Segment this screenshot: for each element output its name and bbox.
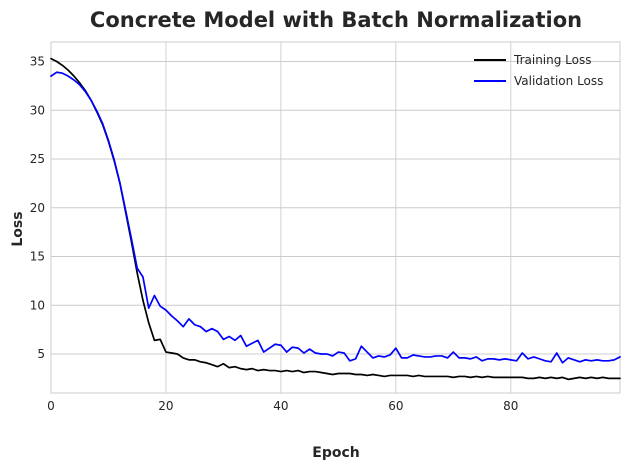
y-tick-label: 15: [30, 250, 45, 264]
y-tick-label: 30: [30, 103, 45, 117]
y-tick-label: 10: [30, 298, 45, 312]
x-tick-label: 20: [158, 399, 173, 413]
x-tick-label: 0: [47, 399, 55, 413]
series-lines: [50, 57, 621, 381]
x-tick-label: 40: [273, 399, 288, 413]
y-tick-label: 20: [30, 201, 45, 215]
x-tick-label: 80: [503, 399, 518, 413]
series-line-training-loss: [50, 57, 621, 381]
y-axis-label: Loss: [10, 211, 26, 246]
x-tick-label: 60: [388, 399, 403, 413]
y-tick-label: 35: [30, 55, 45, 69]
y-tick-label: 5: [37, 347, 45, 361]
legend-label: Training Loss: [513, 53, 591, 67]
x-axis-label: Epoch: [312, 445, 359, 461]
axes: 0 20 40 60 80 5 10 15 20 25 30 35: [30, 41, 621, 413]
chart-title: Concrete Model with Batch Normalization: [90, 8, 582, 32]
y-tick-label: 25: [30, 152, 45, 166]
series-line-validation-loss: [50, 71, 621, 364]
plot-frame: [50, 41, 621, 394]
legend: Training Loss Validation Loss: [474, 53, 603, 88]
legend-label: Validation Loss: [514, 74, 603, 88]
